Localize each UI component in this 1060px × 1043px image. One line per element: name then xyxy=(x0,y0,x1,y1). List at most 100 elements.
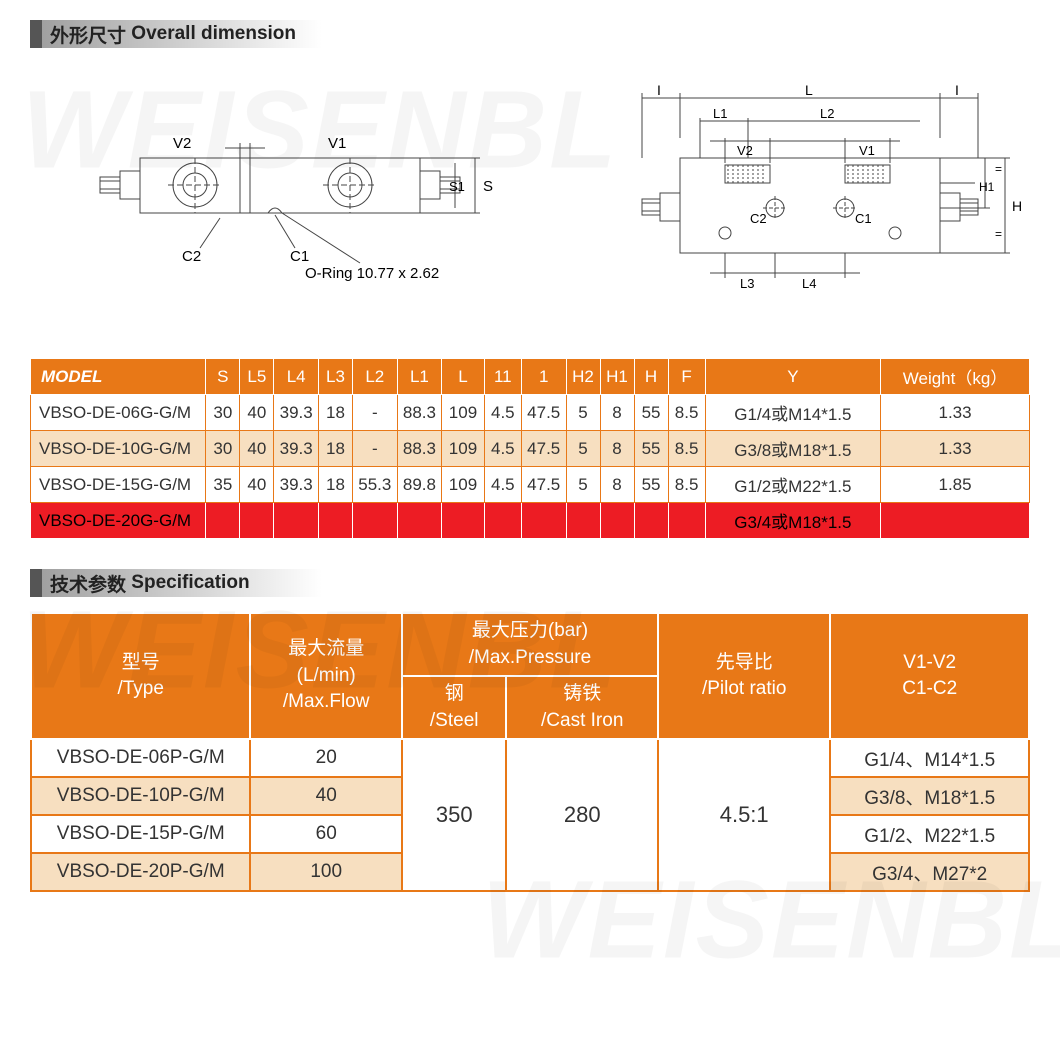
table-cell xyxy=(442,503,485,539)
cell-type: VBSO-DE-15P-G/M xyxy=(31,815,250,853)
table-cell: G1/4或M14*1.5 xyxy=(705,395,880,431)
col-cast: 铸铁/Cast Iron xyxy=(506,676,658,739)
table-cell: 1.33 xyxy=(881,431,1030,467)
section-header-dimension: 外形尺寸 Overall dimension xyxy=(30,20,1030,48)
svg-text:=: = xyxy=(995,162,1002,176)
table-cell: 39.3 xyxy=(274,431,319,467)
table-header-cell: F xyxy=(668,359,705,395)
table-cell: VBSO-DE-15G-G/M xyxy=(31,467,206,503)
svg-text:C1: C1 xyxy=(855,211,872,226)
table-header-cell: L2 xyxy=(352,359,397,395)
svg-text:C2: C2 xyxy=(750,211,767,226)
svg-text:S: S xyxy=(483,178,493,195)
table-cell: 8 xyxy=(600,467,634,503)
svg-text:V2: V2 xyxy=(173,135,191,152)
table-cell: 47.5 xyxy=(521,467,566,503)
cell-flow: 100 xyxy=(250,853,402,891)
table-cell: 18 xyxy=(318,467,352,503)
table-cell: G1/2或M22*1.5 xyxy=(705,467,880,503)
table-cell: 55 xyxy=(634,395,668,431)
svg-text:V1: V1 xyxy=(859,143,875,158)
table-cell: 47.5 xyxy=(521,431,566,467)
table-cell xyxy=(240,503,274,539)
svg-text:I: I xyxy=(657,82,661,98)
table-cell: 40 xyxy=(240,467,274,503)
svg-text:L4: L4 xyxy=(802,276,816,291)
table-cell: 8 xyxy=(600,431,634,467)
table-cell xyxy=(274,503,319,539)
table-cell: 8.5 xyxy=(668,431,705,467)
table-cell xyxy=(634,503,668,539)
svg-text:=: = xyxy=(995,227,1002,241)
cell-flow: 60 xyxy=(250,815,402,853)
cell-vc: G3/8、M18*1.5 xyxy=(830,777,1029,815)
table-header-row: MODELSL5L4L3L2L1L111H2H1HFYWeight（kg） xyxy=(31,359,1030,395)
table-cell: 5 xyxy=(566,431,600,467)
cell-pilot: 4.5:1 xyxy=(658,739,830,891)
table-cell: 4.5 xyxy=(484,431,521,467)
table-cell: 40 xyxy=(240,395,274,431)
table-cell: 109 xyxy=(442,431,485,467)
table-cell: VBSO-DE-10G-G/M xyxy=(31,431,206,467)
col-pilot: 先导比/Pilot ratio xyxy=(658,613,830,739)
table-cell xyxy=(397,503,442,539)
table-cell xyxy=(668,503,705,539)
table-header-cell: L xyxy=(442,359,485,395)
col-vc: V1-V2C1-C2 xyxy=(830,613,1029,739)
section-header-spec: 技术参数 Specification xyxy=(30,569,1030,597)
table-cell: 109 xyxy=(442,467,485,503)
table-cell: 47.5 xyxy=(521,395,566,431)
table-cell: G3/4或M18*1.5 xyxy=(705,503,880,539)
svg-text:C2: C2 xyxy=(182,248,201,265)
table-header-cell: S xyxy=(206,359,240,395)
table-cell: 18 xyxy=(318,395,352,431)
table-cell: 35 xyxy=(206,467,240,503)
table-cell xyxy=(600,503,634,539)
section-title-cn: 外形尺寸 xyxy=(50,21,126,48)
table-cell: 4.5 xyxy=(484,395,521,431)
table-cell: 55 xyxy=(634,431,668,467)
cell-vc: G3/4、M27*2 xyxy=(830,853,1029,891)
table-row: VBSO-DE-06P-G/M203502804.5:1G1/4、M14*1.5 xyxy=(31,739,1029,777)
table-cell: 8.5 xyxy=(668,467,705,503)
cell-vc: G1/4、M14*1.5 xyxy=(830,739,1029,777)
table-cell: 89.8 xyxy=(397,467,442,503)
table-cell: 55 xyxy=(634,467,668,503)
svg-text:C1: C1 xyxy=(290,248,309,265)
section-title-cn: 技术参数 xyxy=(50,570,126,597)
table-header-cell: 11 xyxy=(484,359,521,395)
table-header-cell: L5 xyxy=(240,359,274,395)
table-cell: 55.3 xyxy=(352,467,397,503)
table-header-cell: H2 xyxy=(566,359,600,395)
table-cell: 18 xyxy=(318,431,352,467)
table-cell: 5 xyxy=(566,395,600,431)
cell-type: VBSO-DE-06P-G/M xyxy=(31,739,250,777)
table-cell: 8 xyxy=(600,395,634,431)
svg-text:L1: L1 xyxy=(713,106,727,121)
table-header-cell: Weight（kg） xyxy=(881,359,1030,395)
table-cell xyxy=(881,503,1030,539)
table-cell: 39.3 xyxy=(274,467,319,503)
table-header-cell: L1 xyxy=(397,359,442,395)
svg-text:H1: H1 xyxy=(979,180,995,194)
cell-type: VBSO-DE-10P-G/M xyxy=(31,777,250,815)
svg-text:V1: V1 xyxy=(328,135,346,152)
cell-cast: 280 xyxy=(506,739,658,891)
diagram-front-view: V2 V1 C2 C1 S1 S O-Ring 10.77 x 2.62 xyxy=(50,63,510,313)
table-header-cell: 1 xyxy=(521,359,566,395)
table-cell: 5 xyxy=(566,467,600,503)
table-row: VBSO-DE-20G-G/MG3/4或M18*1.5 xyxy=(31,503,1030,539)
table-cell: 39.3 xyxy=(274,395,319,431)
table-cell: 4.5 xyxy=(484,467,521,503)
section-title-en: Specification xyxy=(131,572,249,594)
table-cell: 1.85 xyxy=(881,467,1030,503)
cell-vc: G1/2、M22*1.5 xyxy=(830,815,1029,853)
table-cell: - xyxy=(352,395,397,431)
diagram-top-view: I L I L1 L2 V2 V1 C2 C1 L3 L4 H1 H = = xyxy=(580,63,1040,313)
col-type: 型号/Type xyxy=(31,613,250,739)
table-cell xyxy=(521,503,566,539)
table-cell: 88.3 xyxy=(397,431,442,467)
svg-text:L3: L3 xyxy=(740,276,754,291)
svg-text:V2: V2 xyxy=(737,143,753,158)
col-maxpress: 最大压力(bar)/Max.Pressure xyxy=(402,613,658,676)
